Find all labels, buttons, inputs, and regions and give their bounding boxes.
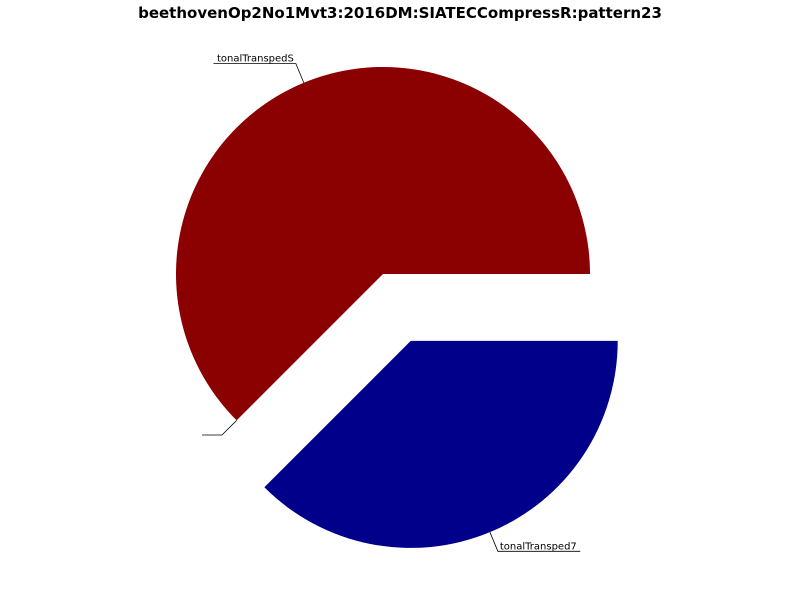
- chart-title: beethovenOp2No1Mvt3:2016DM:SIATECCompres…: [138, 4, 662, 22]
- pie-slice-tonaltranspeds: [175, 67, 590, 421]
- pie-slice-tonaltransped7: [264, 340, 618, 548]
- pie-slices: [175, 67, 618, 548]
- pie-labels: tonalTranspedS tonalTransped7: [201, 54, 581, 552]
- slice-label-tonaltransped7: tonalTransped7: [500, 541, 577, 552]
- leader-line-tonaltransped7: [489, 532, 581, 552]
- slice-label-tonaltranspeds: tonalTranspedS: [217, 54, 294, 65]
- leader-line-tonaltranspeds: [213, 63, 305, 83]
- leader-line-empty: [201, 420, 237, 436]
